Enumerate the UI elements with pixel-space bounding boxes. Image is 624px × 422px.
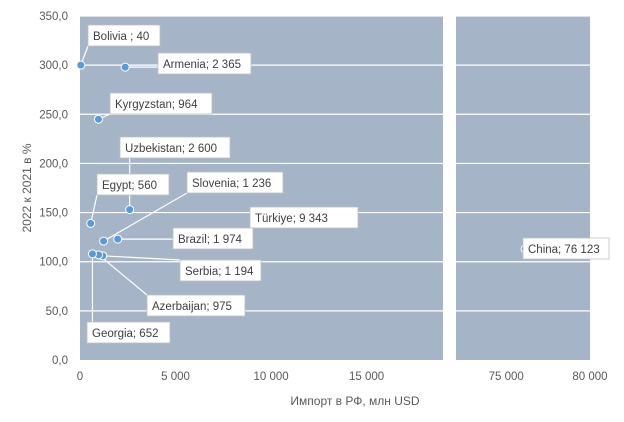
data-label-box: [186, 171, 284, 194]
data-point: [87, 249, 97, 259]
y-tick-label: 250,0: [39, 109, 68, 121]
data-label: Slovenia; 1 236: [192, 178, 271, 190]
x-tick-label: 80 000: [572, 371, 607, 383]
y-tick-label: 300,0: [39, 60, 68, 72]
y-tick-label: 350,0: [39, 11, 68, 23]
data-label: Serbia; 1 194: [185, 266, 254, 278]
data-point: [93, 114, 103, 124]
x-tick-label: 5 000: [161, 371, 190, 383]
data-point: [99, 236, 109, 246]
data-label: Egypt; 560: [102, 180, 157, 192]
data-label: Georgia; 652: [92, 328, 159, 340]
data-label-box: [172, 227, 254, 250]
data-point: [125, 205, 135, 215]
data-point: [76, 60, 86, 70]
data-point: [86, 218, 96, 228]
label-leader-line: [103, 192, 188, 242]
x-tick-label: 10 000: [253, 371, 288, 383]
data-label-box: [522, 237, 610, 260]
data-label-box: [146, 294, 246, 317]
data-label-box: [109, 92, 213, 115]
data-label-box: [119, 136, 231, 159]
y-tick-label: 200,0: [39, 158, 68, 170]
x-tick-label: 15 000: [349, 371, 384, 383]
data-label: Türkiye; 9 343: [255, 213, 328, 225]
data-label: Armenia; 2 365: [163, 59, 241, 71]
plot-area-right: [456, 16, 590, 360]
data-point: [120, 62, 130, 72]
data-label-box: [87, 24, 161, 47]
data-label-box: [96, 173, 170, 196]
data-label-box: [157, 52, 252, 75]
data-label-box: [249, 206, 359, 229]
label-leader-line: [98, 254, 148, 296]
label-leader-line: [102, 255, 181, 261]
x-tick-label: 75 000: [489, 371, 524, 383]
y-tick-label: 100,0: [39, 257, 68, 269]
data-point: [113, 234, 123, 244]
label-leader-line: [90, 194, 98, 224]
data-label: Azerbaijan; 975: [152, 301, 232, 313]
x-tick-label: 0: [77, 371, 83, 383]
y-axis-title: 2022 к 2021 в %: [20, 143, 34, 232]
data-label-box: [86, 321, 171, 344]
data-label: Brazil; 1 974: [178, 234, 243, 246]
x-axis-title: Импорт в РФ, млн USD: [290, 394, 420, 408]
y-tick-label: 150,0: [39, 208, 68, 220]
data-label: Bolivia ; 40: [93, 31, 149, 43]
data-label: Uzbekistan; 2 600: [125, 143, 217, 155]
data-label: Kyrgyzstan; 964: [115, 99, 198, 111]
y-tick-label: 50,0: [46, 306, 68, 318]
data-label-box: [179, 259, 262, 282]
y-tick-label: 0,0: [52, 355, 68, 367]
data-label: China; 76 123: [528, 244, 600, 256]
